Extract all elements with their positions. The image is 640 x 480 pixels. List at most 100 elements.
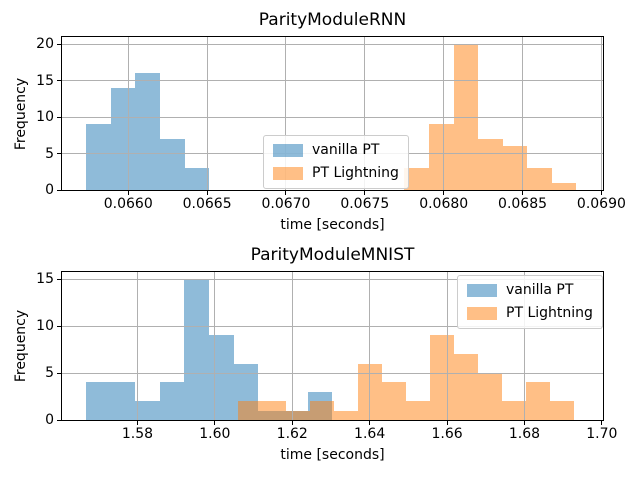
y-tick-label: 5 bbox=[45, 365, 54, 382]
x-tick-mark bbox=[601, 421, 603, 425]
x-tick-mark bbox=[214, 421, 216, 425]
hist-bar-pt-lightning bbox=[551, 182, 577, 190]
gridline-vertical bbox=[522, 37, 524, 190]
legend-label: vanilla PT bbox=[506, 282, 574, 298]
y-tick-label: 15 bbox=[36, 271, 54, 288]
x-tick-label: 1.70 bbox=[586, 426, 618, 442]
y-tick-mark bbox=[57, 80, 61, 82]
y-tick-label: 0 bbox=[45, 412, 54, 428]
y-tick-label: 20 bbox=[36, 36, 54, 53]
gridline-vertical bbox=[291, 272, 293, 420]
gridline-vertical bbox=[443, 37, 445, 190]
x-axis-label: time [seconds] bbox=[280, 217, 385, 233]
plot-area: 1.58 1.60 1.62 1.64 1.66 1.68 1.70 0 5 10 15 vanill… bbox=[36, 271, 617, 441]
x-tick-mark bbox=[206, 191, 208, 195]
hist-bar-pt-lightning bbox=[502, 146, 528, 190]
legend-swatch-icon bbox=[467, 283, 497, 297]
hist-bar-pt-lightning bbox=[428, 124, 454, 190]
hist-bar-vanilla-pt bbox=[85, 382, 111, 420]
legend-item: PT Lightning bbox=[467, 305, 593, 322]
hist-bar-vanilla-pt bbox=[258, 410, 284, 420]
hist-bar-vanilla-pt bbox=[283, 410, 308, 420]
legend-swatch-icon bbox=[273, 166, 303, 180]
gridline-vertical bbox=[214, 272, 216, 420]
x-tick-label: 1.62 bbox=[276, 426, 308, 442]
hist-bar-pt-lightning bbox=[285, 410, 310, 420]
chart-title: ParityModuleRNN bbox=[258, 10, 407, 30]
x-tick-mark bbox=[127, 191, 129, 195]
legend-label: vanilla PT bbox=[312, 142, 380, 158]
hist-bar-vanilla-pt bbox=[110, 88, 136, 190]
gridline-vertical bbox=[206, 37, 208, 190]
gridline-horizontal bbox=[62, 153, 603, 155]
x-tick-label: 0.0665 bbox=[182, 196, 232, 212]
hist-bar-vanilla-pt bbox=[85, 124, 111, 190]
hist-bar-vanilla-pt bbox=[184, 279, 210, 420]
hist-bar-vanilla-pt bbox=[134, 401, 160, 420]
gridline-horizontal bbox=[62, 116, 603, 118]
y-tick-label: 5 bbox=[45, 145, 54, 162]
hist-bar-pt-lightning bbox=[237, 401, 262, 420]
hist-bar-vanilla-pt bbox=[233, 363, 259, 420]
hist-bar-pt-lightning bbox=[478, 139, 503, 190]
plot-frame bbox=[61, 271, 604, 421]
hist-bar-vanilla-pt bbox=[307, 391, 333, 420]
gridline-vertical bbox=[285, 37, 287, 190]
gridline-horizontal bbox=[62, 43, 603, 45]
gridline-vertical bbox=[136, 272, 138, 420]
gridline-horizontal bbox=[62, 80, 603, 82]
gridline-vertical bbox=[600, 37, 602, 190]
x-tick-label: 0.0660 bbox=[103, 196, 153, 212]
y-tick-label: 0 bbox=[45, 182, 54, 198]
gridline-horizontal bbox=[62, 278, 603, 280]
gridline-vertical bbox=[369, 272, 371, 420]
y-tick-label: 15 bbox=[36, 72, 54, 89]
x-tick-label: 1.60 bbox=[199, 426, 231, 442]
x-tick-mark bbox=[523, 421, 525, 425]
y-tick-mark bbox=[57, 278, 61, 280]
legend-label: PT Lightning bbox=[312, 164, 399, 181]
legend-item: vanilla PT bbox=[467, 282, 593, 299]
gridline-vertical bbox=[446, 272, 448, 420]
y-axis-label: Frequency bbox=[13, 309, 29, 383]
gridline-horizontal bbox=[62, 372, 603, 374]
hist-bar-pt-lightning bbox=[527, 168, 552, 190]
x-tick-mark bbox=[136, 421, 138, 425]
x-tick-label: 1.68 bbox=[508, 426, 541, 442]
gridline-vertical bbox=[523, 272, 525, 420]
gridline-vertical bbox=[127, 37, 129, 190]
hist-bar-pt-lightning bbox=[526, 382, 551, 420]
hist-bar-pt-lightning bbox=[309, 401, 334, 420]
hist-bar-vanilla-pt bbox=[159, 139, 185, 190]
plot-area: 0.0660 0.0665 0.0670 0.0675 0.0680 0.0685 0.06… bbox=[36, 36, 626, 211]
x-tick-mark bbox=[291, 421, 293, 425]
hist-bar-vanilla-pt bbox=[159, 382, 185, 420]
legend: vanilla PT PT Lightning bbox=[457, 275, 603, 329]
x-axis-label: time [seconds] bbox=[280, 447, 385, 463]
hist-bar-pt-lightning bbox=[261, 401, 286, 420]
hist-bar-pt-lightning bbox=[453, 44, 479, 190]
legend-swatch-icon bbox=[467, 306, 497, 320]
legend-swatch-icon bbox=[273, 143, 303, 157]
legend: vanilla PT PT Lightning bbox=[263, 135, 409, 189]
y-tick-mark bbox=[57, 43, 61, 45]
hist-bar-vanilla-pt bbox=[135, 73, 160, 190]
gridline-horizontal bbox=[62, 325, 603, 327]
x-tick-mark bbox=[285, 191, 287, 195]
x-tick-label: 0.0675 bbox=[340, 196, 390, 212]
x-tick-mark bbox=[443, 191, 445, 195]
x-tick-mark bbox=[600, 191, 602, 195]
hist-bar-pt-lightning bbox=[502, 401, 527, 420]
x-tick-label: 1.58 bbox=[121, 426, 154, 442]
legend-item: vanilla PT bbox=[273, 142, 399, 159]
y-tick-mark bbox=[57, 189, 61, 191]
hist-bar-vanilla-pt bbox=[184, 168, 210, 190]
hist-bar-pt-lightning bbox=[357, 363, 382, 420]
hist-bar-pt-lightning bbox=[405, 401, 430, 420]
hist-bar-vanilla-pt bbox=[209, 335, 234, 420]
x-tick-mark bbox=[364, 191, 366, 195]
hist-bar-vanilla-pt bbox=[110, 382, 135, 420]
